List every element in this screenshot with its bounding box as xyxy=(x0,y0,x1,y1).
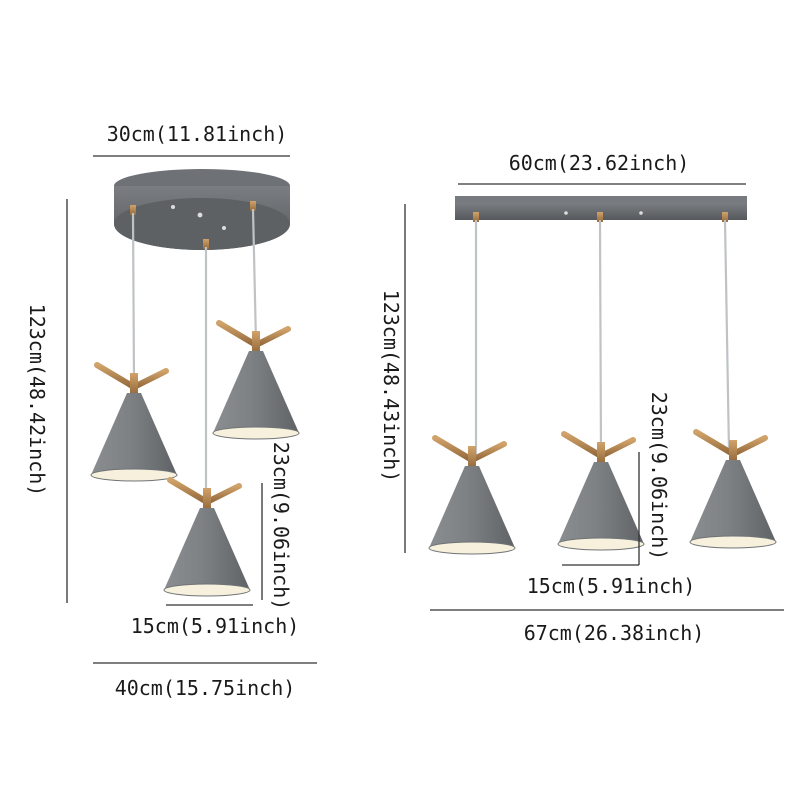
left-fixture: 30cm(11.81inch) 123cm(48.42inch) 23cm(9.… xyxy=(25,122,317,700)
left-shade-width-label: 15cm(5.91inch) xyxy=(131,614,300,638)
right-shade-width-label: 15cm(5.91inch) xyxy=(527,574,696,598)
right-canopy-top xyxy=(455,196,747,204)
left-top-width-label: 30cm(11.81inch) xyxy=(107,122,288,146)
right-shade-height-label: 23cm(9.06inch) xyxy=(647,392,671,561)
left-shade-height-label: 23cm(9.06inch) xyxy=(269,442,293,611)
right-canopy-body xyxy=(455,203,747,220)
right-cord-2 xyxy=(598,219,603,458)
left-canopy-base xyxy=(114,198,290,250)
left-total-width-label: 40cm(15.75inch) xyxy=(115,676,296,700)
left-lamp-2 xyxy=(213,323,299,439)
right-bar-width-label: 60cm(23.62inch) xyxy=(509,151,690,175)
left-cord-1 xyxy=(131,212,136,383)
left-cord-2 xyxy=(251,208,258,344)
right-lamp-1 xyxy=(429,438,515,554)
right-fixture: 60cm(23.62inch) 123cm(48.43inch) 23cm(9.… xyxy=(379,151,784,645)
right-cord-3 xyxy=(723,219,731,453)
left-lamp-3 xyxy=(164,480,250,596)
right-height-label: 123cm(48.43inch) xyxy=(379,290,403,483)
left-height-label: 123cm(48.42inch) xyxy=(25,304,49,497)
left-lamp-1 xyxy=(91,365,177,481)
right-lamp-2 xyxy=(558,434,644,550)
right-lamp-3 xyxy=(690,432,776,548)
right-total-width-label: 67cm(26.38inch) xyxy=(524,621,705,645)
